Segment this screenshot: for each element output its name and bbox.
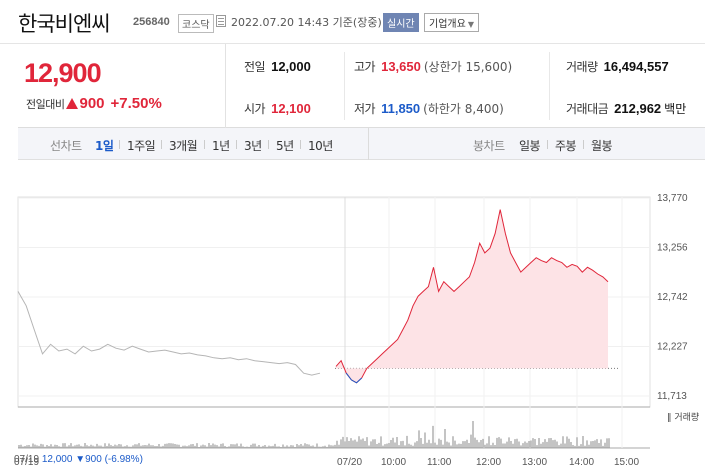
price-chart[interactable]: 13,770 13,256 12,742 12,227 11,713 07/19 07/2… — [0, 170, 705, 475]
tab-separator — [236, 140, 237, 149]
tab-separator — [268, 140, 269, 149]
down-arrow-icon: ▼ — [75, 454, 86, 465]
up-arrow-icon — [66, 98, 79, 109]
stat-open: 시가 12,100 — [244, 100, 311, 117]
tab-separator — [204, 140, 205, 149]
x-tick-label: 10:00 — [381, 457, 406, 468]
chart-tabbar: 선차트 1일 1주일 3개월 1년 3년 5년 10년 봉차트 일봉 주봉 월봉 — [18, 128, 705, 160]
volume-legend: ‖ 거래량 — [667, 413, 700, 423]
divider — [549, 52, 550, 120]
tab-1d[interactable]: 1일 — [95, 139, 114, 153]
divider — [344, 52, 345, 120]
x-tick-label: 14:00 — [569, 457, 594, 468]
x-tick-label: 11:00 — [427, 457, 452, 468]
change-value: 900 — [79, 95, 105, 112]
stat-value: 12,100 — [271, 101, 311, 116]
stat-label: 거래대금 — [566, 102, 609, 116]
today-price-line — [335, 209, 609, 384]
tab-weekly-candle[interactable]: 주봉 — [555, 139, 577, 153]
stat-volume: 거래량 16,494,557 — [566, 58, 669, 75]
stock-header: 한국비엔씨 256840 코스닥 2022.07.20 14:43 기준(장중)… — [0, 0, 705, 44]
chevron-down-icon: ▼ — [467, 20, 474, 29]
stat-value: 13,650 — [381, 59, 421, 74]
stat-sub: (상한가 15,600) — [423, 60, 513, 74]
x-tick-label: 07/20 — [337, 457, 362, 468]
y-tick-label: 13,256 — [657, 243, 688, 254]
tab-separator — [161, 140, 162, 149]
y-axis: 13,770 13,256 12,742 12,227 11,713 — [657, 193, 688, 402]
stat-unit: 백만 — [664, 102, 687, 116]
tab-monthly-candle[interactable]: 월봉 — [591, 139, 613, 153]
stat-amount: 거래대금 212,962 백만 — [566, 100, 686, 117]
y-tick-label: 12,742 — [657, 292, 688, 303]
x-axis: 07/19 07/20 10:00 11:00 12:00 13:00 14:00 15:00 — [14, 457, 639, 468]
change-percent: +7.50% — [110, 95, 162, 112]
change-label: 전일대비 — [26, 98, 65, 111]
hover-date: 07/19 — [14, 454, 40, 465]
tab-candle-chart[interactable]: 봉차트 — [473, 139, 505, 153]
stat-value: 16,494,557 — [603, 59, 669, 74]
stat-high: 고가 13,650 (상한가 15,600) — [354, 58, 512, 75]
stat-value: 11,850 — [381, 101, 421, 116]
quote-main: 12,900 전일대비 900 +7.50% — [18, 44, 226, 128]
stat-label: 저가 — [354, 102, 376, 116]
today-price-area — [336, 209, 608, 383]
x-tick-label: 15:00 — [614, 457, 639, 468]
stat-prev-close: 전일 12,000 — [244, 58, 311, 75]
stat-label: 시가 — [244, 102, 266, 116]
tab-separator — [119, 140, 120, 149]
stock-name: 한국비엔씨 — [18, 12, 111, 36]
tab-daily-candle[interactable]: 일봉 — [519, 139, 541, 153]
divider — [368, 128, 369, 160]
x-tick-label: 12:00 — [476, 457, 501, 468]
company-info-dropdown[interactable]: 기업개요 ▼ — [424, 13, 479, 32]
realtime-button[interactable]: 실시간 — [383, 13, 419, 32]
stat-low: 저가 11,850 (하한가 8,400) — [354, 100, 504, 117]
tab-3y[interactable]: 3년 — [244, 139, 262, 153]
stat-value: 212,962 — [614, 101, 662, 116]
tab-5y[interactable]: 5년 — [276, 139, 294, 153]
volume-legend-label: 거래량 — [674, 413, 700, 423]
hover-change: 900 — [85, 454, 102, 465]
document-icon[interactable] — [216, 15, 226, 27]
timestamp: 2022.07.20 14:43 기준(장중) — [231, 16, 382, 29]
change-row: 전일대비 900 +7.50% — [26, 95, 162, 112]
company-info-label: 기업개요 — [429, 19, 466, 30]
y-tick-label: 11,713 — [657, 391, 687, 402]
stat-label: 전일 — [244, 60, 266, 74]
market-badge: 코스닥 — [178, 14, 214, 33]
quote-panel: 12,900 전일대비 900 +7.50% 전일 12,000 시가 12,100 고… — [18, 44, 705, 128]
tab-1y[interactable]: 1년 — [212, 139, 230, 153]
hover-change-pct: (-6.98%) — [104, 454, 143, 465]
tab-line-chart[interactable]: 선차트 — [50, 139, 82, 153]
stat-label: 거래량 — [566, 60, 598, 74]
x-tick-label: 13:00 — [522, 457, 547, 468]
tab-10y[interactable]: 10년 — [308, 139, 333, 153]
prev-day-price-line — [17, 291, 321, 376]
stat-label: 고가 — [354, 60, 376, 74]
y-tick-label: 13,770 — [657, 193, 688, 204]
today-below-line — [345, 372, 363, 384]
x-tick-label: 07/19 — [14, 457, 39, 468]
current-price: 12,900 — [24, 58, 102, 88]
tab-3m[interactable]: 3개월 — [169, 139, 198, 153]
stat-sub: (하한가 8,400) — [423, 102, 504, 116]
y-tick-label: 12,227 — [657, 342, 688, 353]
tab-separator — [547, 140, 548, 149]
stock-code: 256840 — [133, 16, 170, 28]
hover-info: 07/19 12,000 ▼900 (-6.98%) — [14, 454, 143, 465]
hover-price: 12,000 — [41, 454, 73, 465]
stat-value: 12,000 — [271, 59, 311, 74]
tab-separator — [300, 140, 301, 149]
tab-1w[interactable]: 1주일 — [127, 139, 156, 153]
tab-separator — [583, 140, 584, 149]
volume-bars — [18, 421, 610, 448]
